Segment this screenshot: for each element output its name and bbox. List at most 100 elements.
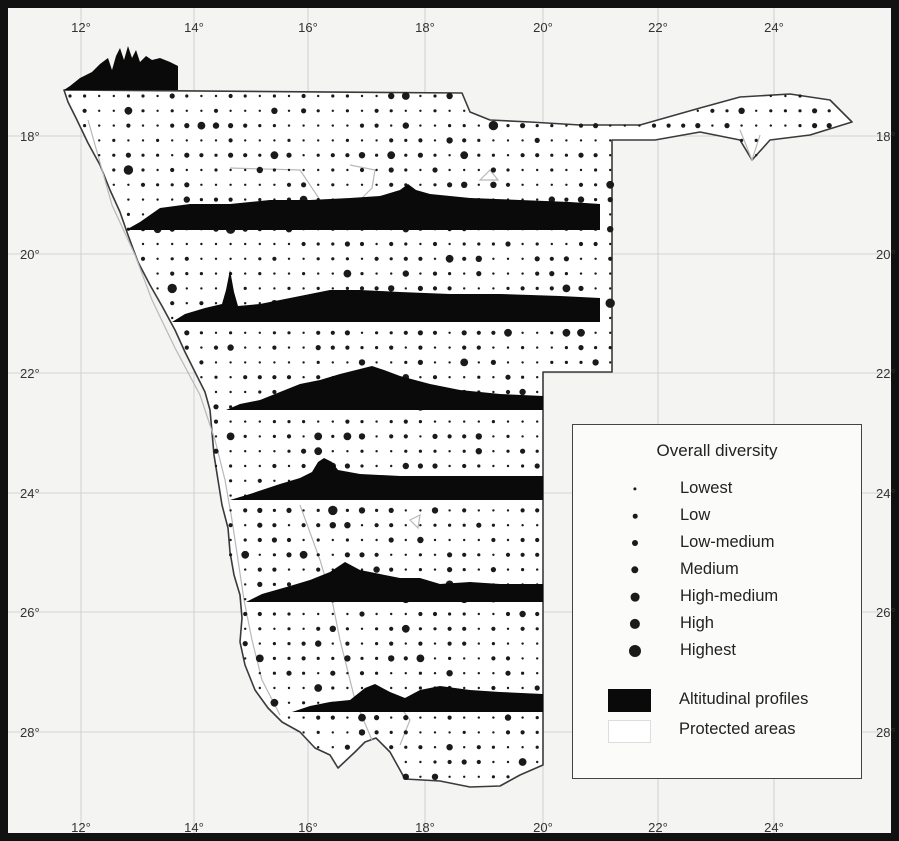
diversity-dot [447,182,453,188]
diversity-dot [535,745,539,749]
diversity-dot [488,120,499,131]
diversity-dot [564,360,569,364]
diversity-dot [607,197,613,203]
diversity-dot [316,715,321,720]
diversity-dot [375,538,378,542]
diversity-dot [740,124,743,127]
diversity-dot [344,522,351,529]
diversity-dot [359,167,365,173]
diversity-dot [346,361,349,364]
diversity-dot [609,124,612,127]
diversity-dot [316,330,321,335]
diversity-dot [710,108,715,113]
diversity-dot [536,390,539,394]
diversity-dot [287,464,291,468]
diversity-dot [390,716,393,719]
diversity-dot [536,568,539,571]
diversity-dot [535,508,540,513]
diversity-dot [272,642,276,646]
diversity-dot [317,420,320,423]
diversity-dot [301,656,306,661]
diversity-dot [418,256,423,261]
diversity-dot [403,419,408,424]
diversity-dot [491,537,496,543]
diversity-dot [273,479,276,482]
diversity-dot [521,420,524,423]
diversity-dot [302,568,305,571]
diversity-dot [331,612,334,616]
diversity-dot [258,94,261,98]
diversity-dot [302,509,305,512]
diversity-dot [183,196,190,203]
diversity-dot [769,124,772,127]
diversity-dot [244,583,247,586]
diversity-dot [520,153,525,158]
diversity-dot [506,686,510,690]
diversity-dot [417,285,423,291]
diversity-dot [374,715,380,721]
diversity-dot [345,286,349,290]
diversity-dot [812,108,818,114]
diversity-dot [404,168,408,172]
diversity-dot [550,242,553,246]
diversity-dot [375,671,379,675]
diversity-dot [272,420,276,424]
diversity-dot [273,686,276,690]
diversity-dot [345,627,349,631]
diversity-dot [390,450,393,453]
diversity-dot [258,287,261,290]
diversity-dot [492,731,495,734]
diversity-dot [257,537,262,543]
diversity-dot [346,450,349,453]
diversity-dot [375,94,378,98]
diversity-dot [375,420,378,423]
diversity-dot [273,627,276,630]
diversity-dot [344,463,350,469]
diversity-dot [390,464,393,468]
legend-title: Overall diversity [656,441,778,460]
diversity-dot [536,420,539,423]
diversity-dot [431,773,439,780]
diversity-dot [506,168,510,172]
diversity-dot [565,139,568,142]
diversity-dot [461,181,468,188]
diversity-dot [360,538,364,542]
diversity-dot [287,124,291,127]
diversity-dot [273,361,276,364]
diversity-dot [185,109,188,113]
diversity-dot [448,154,451,157]
diversity-dot [258,346,261,349]
diversity-dot [374,523,379,528]
diversity-dot [170,183,174,187]
diversity-dot [505,656,511,661]
diversity-dot [462,345,467,350]
diversity-dot [402,462,409,470]
legend-item-label: High [680,614,714,632]
diversity-dot [490,181,497,188]
diversity-dot [535,153,540,158]
diversity-dot [287,168,291,172]
diversity-dot [331,361,334,364]
diversity-dot [316,553,320,557]
diversity-dot [389,567,394,572]
legend-item: Highest [573,638,861,664]
diversity-dot [257,478,262,483]
diversity-dot [578,285,584,291]
diversity-dot [521,435,524,438]
diversity-dot [171,139,174,142]
legend-item-label: Low [680,506,711,524]
diversity-dot [784,124,787,127]
diversity-dot [141,153,145,157]
diversity-dot [389,138,394,143]
diversity-dot [432,271,438,276]
diversity-dot [593,241,598,247]
diversity-dot [213,448,219,454]
diversity-dot [244,139,247,142]
diversity-dot [389,641,394,646]
diversity-dot [302,420,306,424]
diversity-dot [241,550,250,559]
diversity-dot [798,109,802,113]
diversity-dot [330,330,335,335]
diversity-dot [344,241,350,247]
diversity-dot [490,359,496,365]
